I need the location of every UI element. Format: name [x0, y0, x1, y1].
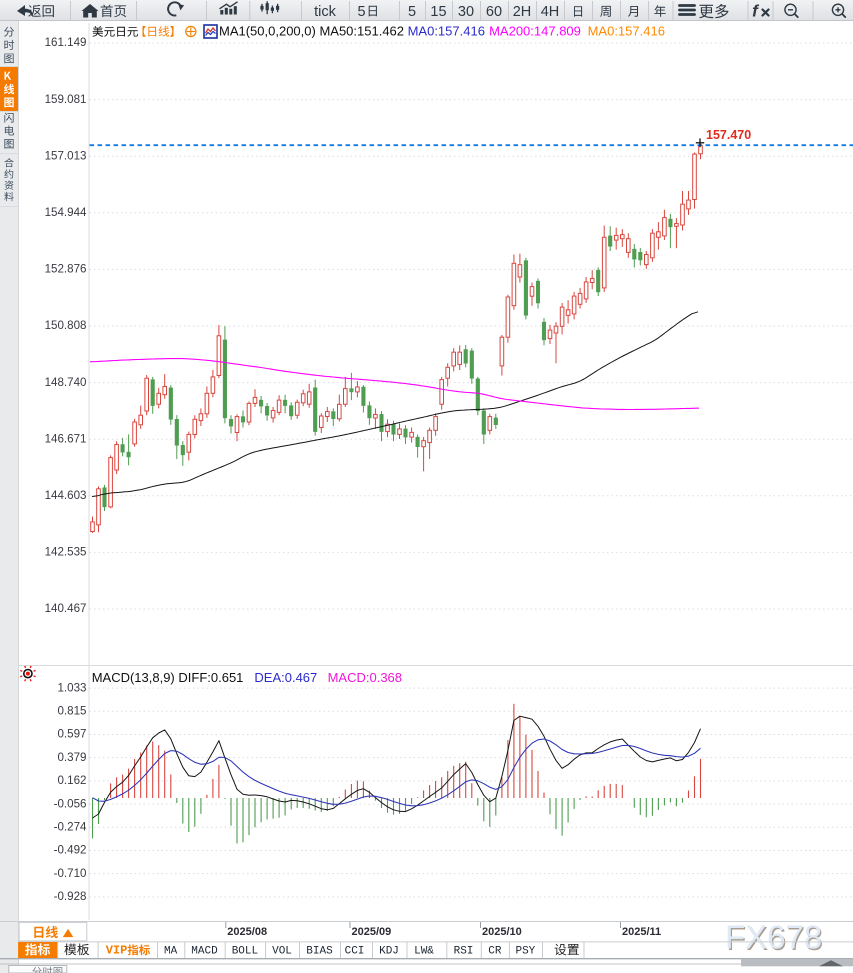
svg-text:MA200:147.809: MA200:147.809 — [489, 24, 581, 39]
svg-text:144.603: 144.603 — [45, 489, 87, 502]
svg-text:BOLL: BOLL — [232, 946, 258, 958]
svg-text:LW&: LW& — [414, 946, 434, 958]
svg-text:-0.710: -0.710 — [54, 867, 87, 880]
svg-text:161.149: 161.149 — [45, 36, 87, 49]
svg-text:0.815: 0.815 — [57, 704, 86, 717]
svg-text:1.033: 1.033 — [57, 681, 86, 694]
svg-text:15: 15 — [430, 4, 446, 20]
svg-text:MA0:157.416: MA0:157.416 — [408, 24, 485, 39]
svg-text:VOL: VOL — [272, 946, 292, 958]
svg-text:RSI: RSI — [454, 946, 474, 958]
svg-text:2025/08: 2025/08 — [227, 926, 267, 938]
svg-text:VIP: VIP — [106, 944, 128, 958]
svg-text:MA1(50,0,200,0) MA50:151.462: MA1(50,0,200,0) MA50:151.462 — [219, 24, 404, 39]
svg-text:5: 5 — [408, 4, 416, 20]
svg-text:CCI: CCI — [345, 946, 365, 958]
svg-text:MA: MA — [164, 946, 178, 958]
svg-text:2H: 2H — [513, 4, 532, 20]
svg-text:148.740: 148.740 — [45, 376, 87, 389]
svg-text:142.535: 142.535 — [45, 546, 87, 559]
svg-text:2025/10: 2025/10 — [482, 926, 522, 938]
svg-text:0.162: 0.162 — [57, 774, 86, 787]
svg-text:f: f — [752, 2, 760, 21]
svg-text:FX678: FX678 — [726, 920, 823, 957]
svg-text:0.597: 0.597 — [57, 728, 86, 741]
svg-text:30: 30 — [458, 4, 474, 20]
svg-text:FX678: FX678 — [725, 919, 822, 956]
svg-text:0.379: 0.379 — [57, 751, 86, 764]
svg-text:2025/11: 2025/11 — [622, 926, 661, 938]
svg-text:-0.928: -0.928 — [54, 890, 87, 903]
svg-text:tick: tick — [314, 4, 337, 20]
svg-text:154.944: 154.944 — [45, 206, 87, 219]
svg-text:157.470: 157.470 — [706, 128, 751, 142]
svg-text:150.808: 150.808 — [45, 319, 87, 332]
svg-text:MACD:0.368: MACD:0.368 — [328, 670, 402, 685]
svg-text:60: 60 — [486, 4, 502, 20]
svg-text:146.671: 146.671 — [45, 432, 87, 445]
svg-text:-0.274: -0.274 — [54, 820, 87, 833]
svg-text:159.081: 159.081 — [45, 93, 87, 106]
svg-text:-0.056: -0.056 — [54, 797, 87, 810]
svg-text:MACD(13,8,9) DIFF:0.651: MACD(13,8,9) DIFF:0.651 — [92, 670, 244, 685]
svg-text:MA0:157.416: MA0:157.416 — [588, 24, 665, 39]
svg-text:-0.492: -0.492 — [54, 844, 87, 857]
svg-text:KDJ: KDJ — [379, 946, 399, 958]
svg-text:DEA:0.467: DEA:0.467 — [254, 670, 317, 685]
svg-text:PSY: PSY — [515, 946, 535, 958]
svg-text:4H: 4H — [541, 4, 560, 20]
svg-text:152.876: 152.876 — [45, 263, 87, 276]
svg-text:BIAS: BIAS — [306, 946, 333, 958]
svg-text:CR: CR — [488, 946, 502, 958]
svg-text:2025/09: 2025/09 — [352, 926, 392, 938]
svg-text:140.467: 140.467 — [45, 602, 87, 615]
svg-text:5: 5 — [357, 4, 365, 20]
svg-text:MACD: MACD — [191, 946, 218, 958]
svg-text:157.013: 157.013 — [45, 149, 87, 162]
